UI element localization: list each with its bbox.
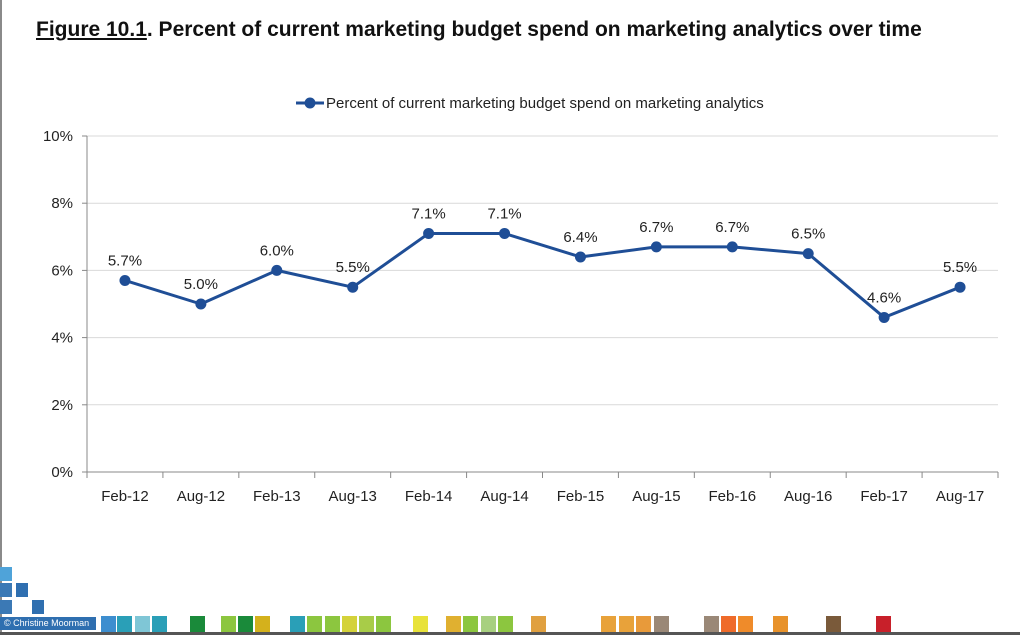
data-label: 5.5%	[943, 259, 977, 276]
footer-square	[619, 616, 634, 632]
footer-decoration	[0, 567, 891, 632]
data-point	[878, 311, 890, 323]
series-line	[124, 231, 961, 319]
y-tick-label: 2%	[51, 397, 73, 414]
x-tick-label: Aug-13	[329, 488, 377, 505]
data-label: 7.1%	[412, 205, 446, 222]
bottom-frame-line	[0, 632, 1020, 635]
footer-square	[117, 616, 132, 632]
footer-square	[376, 616, 391, 632]
x-tick-label: Aug-12	[177, 488, 225, 505]
footer-square	[481, 616, 496, 632]
logo-square	[0, 567, 12, 581]
footer-square	[342, 616, 357, 632]
x-tick-label: Feb-16	[709, 488, 757, 505]
footer-square	[704, 616, 719, 632]
data-label: 5.0%	[184, 276, 218, 293]
y-tick-label: 4%	[51, 330, 73, 347]
x-tick-label: Feb-15	[557, 488, 605, 505]
data-label: 6.0%	[260, 242, 294, 259]
data-label: 6.7%	[715, 219, 749, 236]
legend-marker	[304, 97, 316, 109]
logo-square	[0, 600, 12, 614]
footer-square	[413, 616, 428, 632]
data-point	[271, 264, 283, 276]
footer-square	[636, 616, 651, 632]
x-tick-label: Aug-15	[632, 488, 680, 505]
left-frame-line	[0, 0, 2, 635]
footer-square	[601, 616, 616, 632]
x-tick-label: Feb-13	[253, 488, 301, 505]
x-tick-label: Aug-16	[784, 488, 832, 505]
footer-square	[498, 616, 513, 632]
data-label: 7.1%	[487, 205, 521, 222]
y-tick-label: 6%	[51, 262, 73, 279]
data-point	[650, 241, 662, 253]
footer-square	[221, 616, 236, 632]
data-label: 6.5%	[791, 226, 825, 243]
footer-square	[773, 616, 788, 632]
footer-square	[359, 616, 374, 632]
logo-square	[32, 600, 44, 614]
footer-square	[654, 616, 669, 632]
logo-square	[0, 583, 12, 597]
data-point	[423, 227, 435, 239]
y-tick-label: 0%	[51, 464, 73, 481]
data-point	[954, 281, 966, 293]
footer-square	[101, 616, 116, 632]
logo-square	[16, 583, 28, 597]
footer-square	[446, 616, 461, 632]
footer-square	[135, 616, 150, 632]
figure-number: Figure 10.1	[36, 18, 147, 41]
data-label: 5.5%	[336, 259, 370, 276]
y-tick-label: 8%	[51, 195, 73, 212]
footer-square	[290, 616, 305, 632]
x-tick-label: Aug-14	[480, 488, 528, 505]
data-point	[119, 274, 131, 286]
footer-square	[531, 616, 546, 632]
data-point	[574, 251, 586, 263]
data-label: 5.7%	[108, 252, 142, 269]
footer-square	[721, 616, 736, 632]
footer-square	[325, 616, 340, 632]
x-tick-label: Feb-14	[405, 488, 453, 505]
data-point	[802, 248, 814, 260]
copyright-credit: © Christine Moorman	[0, 617, 96, 630]
y-tick-label: 10%	[43, 128, 73, 145]
footer-square	[307, 616, 322, 632]
footer-square	[152, 616, 167, 632]
data-point	[726, 241, 738, 253]
figure-title-text: . Percent of current marketing budget sp…	[146, 18, 922, 41]
footer-square	[238, 616, 253, 632]
data-label: 6.7%	[639, 219, 673, 236]
data-point	[195, 298, 207, 310]
footer-square	[826, 616, 841, 632]
data-label: 4.6%	[867, 289, 901, 306]
legend-label: Percent of current marketing budget spen…	[326, 95, 764, 112]
footer-square	[738, 616, 753, 632]
axes: 0% 2% 4% 6% 8% 10% Feb-12 Aug-12 Feb-13 Aug-13 Feb…	[43, 128, 999, 505]
series-layer: 5.7% 5.0% 6.0% 5.5% 7.1% 7.1% 6.4% 6.7% 6.7% 6.5%…	[108, 205, 977, 323]
footer-square	[255, 616, 270, 632]
footer-square	[876, 616, 891, 632]
data-point	[347, 281, 359, 293]
data-point	[499, 227, 511, 239]
footer-square	[463, 616, 478, 632]
x-tick-label: Feb-17	[860, 488, 908, 505]
figure-title: Figure 10.1. Percent of current marketin…	[36, 18, 922, 42]
x-tick-label: Aug-17	[936, 488, 984, 505]
x-tick-label: Feb-12	[101, 488, 149, 505]
footer-square	[190, 616, 205, 632]
legend: Percent of current marketing budget spen…	[296, 95, 764, 112]
data-label: 6.4%	[563, 229, 597, 246]
gridlines	[87, 135, 998, 406]
